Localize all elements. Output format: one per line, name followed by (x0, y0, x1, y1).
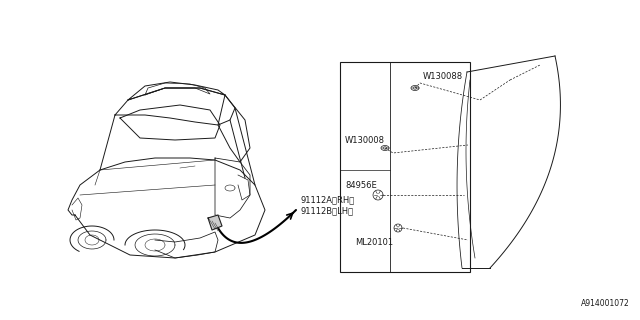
Text: W130008: W130008 (345, 135, 385, 145)
Text: 84956E: 84956E (345, 180, 377, 189)
Bar (340, 62, 470, 272)
Text: W130088: W130088 (423, 71, 463, 81)
Polygon shape (208, 215, 222, 230)
Text: A914001072: A914001072 (581, 299, 630, 308)
Text: 91112B〈LH〉: 91112B〈LH〉 (300, 206, 353, 215)
Text: 91112A〈RH〉: 91112A〈RH〉 (300, 196, 355, 204)
Text: ML20101: ML20101 (355, 237, 393, 246)
